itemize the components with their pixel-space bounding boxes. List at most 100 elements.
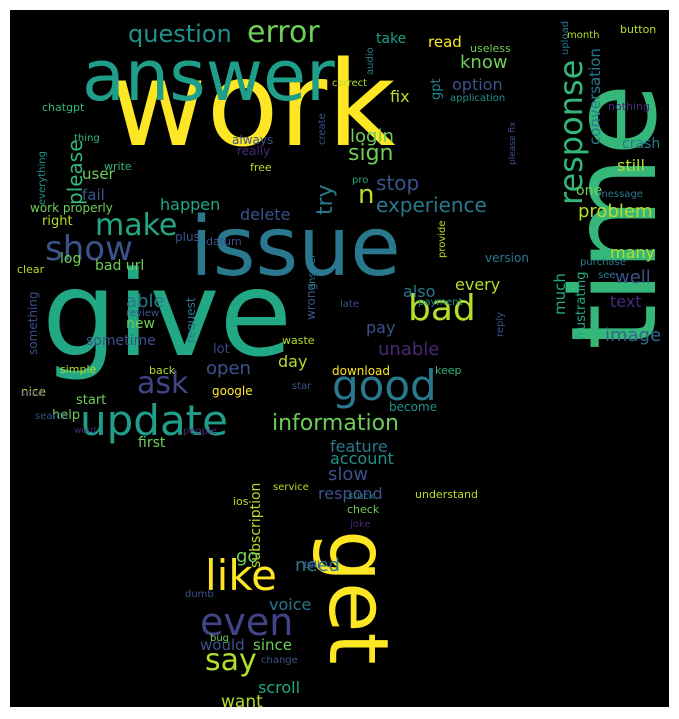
word-people: people bbox=[183, 426, 217, 437]
word-take: take bbox=[376, 31, 406, 47]
word-plus: plus bbox=[175, 230, 200, 244]
word-scroll: scroll bbox=[258, 678, 300, 697]
word-please-fix: please fix bbox=[508, 121, 518, 165]
word-fix: fix bbox=[390, 87, 410, 106]
word-message: message bbox=[598, 189, 643, 200]
word-wrong: wrong bbox=[304, 283, 318, 320]
word-response: response bbox=[552, 60, 590, 205]
word-free: free bbox=[250, 161, 272, 174]
word-payment: payment bbox=[418, 297, 463, 308]
word-subscription: subscription bbox=[248, 483, 264, 568]
word-word: word bbox=[74, 426, 96, 436]
word-account: account bbox=[330, 449, 394, 468]
word-information: information bbox=[272, 411, 399, 436]
word-conversation: conversation bbox=[586, 48, 604, 145]
word-create: create bbox=[317, 113, 328, 145]
word-right: right bbox=[42, 214, 73, 229]
word-start: start bbox=[76, 393, 106, 408]
word-bug: bug bbox=[210, 633, 229, 644]
word-user: user bbox=[82, 165, 116, 183]
word-month: month bbox=[567, 30, 599, 41]
word-work-properly: work properly bbox=[30, 201, 113, 215]
word-delete: delete bbox=[240, 205, 290, 224]
word-lot: lot bbox=[213, 342, 230, 357]
word-stop: stop bbox=[376, 171, 419, 195]
word-something: something bbox=[26, 291, 40, 355]
word-nothing: nothing bbox=[608, 100, 650, 113]
word-even: even bbox=[200, 600, 293, 644]
word-sometime: sometime bbox=[86, 333, 156, 349]
word-waste: waste bbox=[282, 334, 315, 347]
word-open: open bbox=[206, 358, 251, 379]
word-tell: tell bbox=[304, 560, 320, 571]
word-reply: reply bbox=[495, 312, 506, 337]
word-really: really bbox=[237, 144, 270, 158]
word-keep: keep bbox=[435, 364, 462, 377]
word-help: help bbox=[52, 408, 80, 423]
word-always: always bbox=[232, 133, 273, 147]
word-download: download bbox=[332, 364, 390, 378]
word-say: say bbox=[205, 643, 257, 678]
word-datum: datum bbox=[206, 235, 242, 248]
word-dumb: dumb bbox=[185, 589, 214, 600]
word-every: every bbox=[455, 275, 500, 294]
word-know: know bbox=[460, 52, 508, 73]
word-correct: correct bbox=[332, 78, 367, 89]
word-option: option bbox=[452, 75, 503, 94]
word-still: still bbox=[617, 156, 645, 175]
word-log: log bbox=[60, 251, 81, 267]
word-sign: sign bbox=[348, 141, 393, 166]
word-need: need bbox=[295, 555, 340, 576]
word-slow: slow bbox=[328, 464, 368, 485]
word-cloud: work answer time issue give get update good bad l… bbox=[10, 10, 669, 707]
word-please: please bbox=[63, 139, 87, 205]
word-feature: feature bbox=[330, 437, 388, 456]
word-read: read bbox=[428, 33, 462, 51]
word-star: star bbox=[292, 381, 312, 392]
word-happen: happen bbox=[160, 195, 220, 214]
word-check: check bbox=[347, 503, 380, 516]
word-send: send bbox=[20, 388, 44, 399]
word-answer: answer bbox=[307, 253, 318, 290]
word-text: text bbox=[610, 292, 642, 311]
word-well: well bbox=[615, 267, 651, 288]
word-like: like bbox=[205, 551, 277, 600]
word-purchase: purchase bbox=[580, 257, 626, 268]
word-review: review bbox=[126, 308, 159, 319]
word-stuck: stuck bbox=[348, 491, 375, 502]
word-since: since bbox=[253, 636, 292, 654]
word-much: much bbox=[551, 273, 569, 315]
word-see: see bbox=[598, 270, 616, 281]
word-work: work bbox=[110, 35, 396, 173]
word-nice: nice bbox=[21, 385, 46, 399]
word-error: error bbox=[247, 15, 320, 50]
word-joke: joke bbox=[349, 519, 370, 530]
word-back: back bbox=[149, 364, 176, 377]
word-late: late bbox=[340, 299, 359, 310]
word-want: want bbox=[221, 692, 263, 707]
word-cloud-canvas: workanswertimeissuegivegetupdategoodbadl… bbox=[17, 15, 669, 707]
word-day: day bbox=[278, 352, 307, 371]
word-good: good bbox=[332, 361, 437, 410]
word-would: would bbox=[200, 636, 245, 654]
word-problem: problem bbox=[578, 201, 652, 222]
word-first: first bbox=[138, 435, 166, 451]
word-get: get bbox=[310, 530, 405, 665]
word-login: login bbox=[350, 126, 394, 147]
word-application: application bbox=[450, 93, 505, 104]
word-useless: useless bbox=[470, 42, 511, 55]
word-gpt: gpt bbox=[429, 78, 444, 100]
word-request: request bbox=[184, 297, 198, 343]
word-go: go bbox=[236, 546, 258, 567]
word-fail: fail bbox=[82, 186, 105, 204]
word-also: also bbox=[403, 282, 435, 301]
word-ask: ask bbox=[137, 366, 189, 401]
word-pro: pro bbox=[352, 175, 368, 186]
word-service: service bbox=[273, 482, 309, 493]
word-many: many bbox=[610, 243, 655, 262]
word-one: one bbox=[576, 183, 602, 199]
word-update: update bbox=[80, 396, 228, 445]
word-bad-url: bad url bbox=[95, 258, 144, 274]
word-upload: upload bbox=[560, 21, 571, 55]
word-bad: bad bbox=[408, 288, 476, 329]
